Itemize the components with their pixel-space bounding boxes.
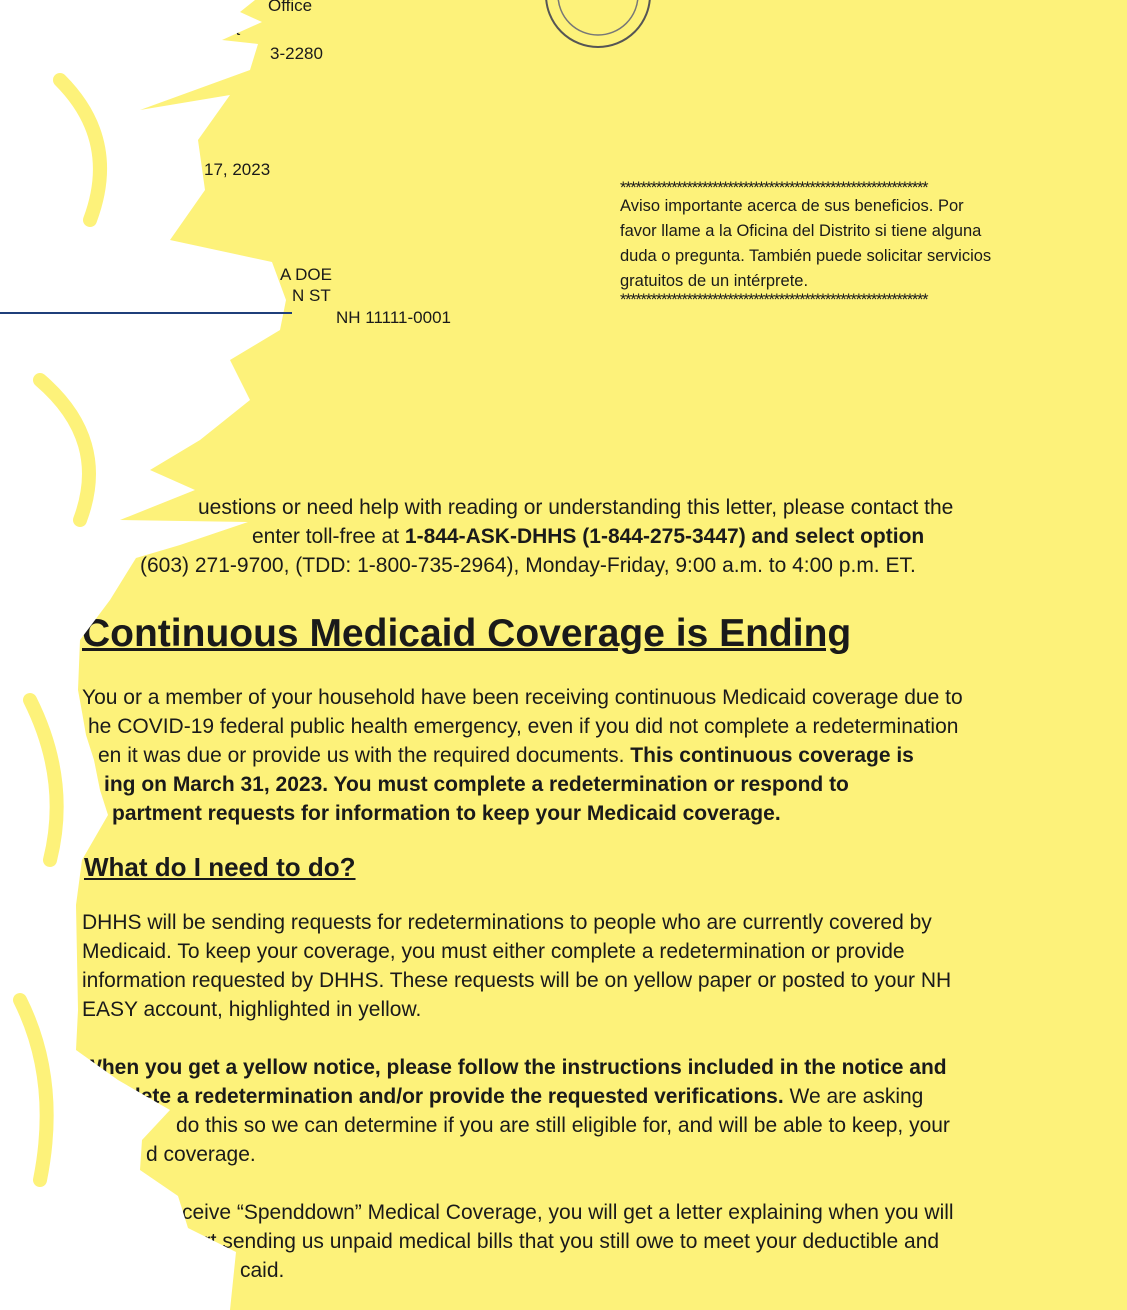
- text-segment: caid.: [240, 1259, 285, 1282]
- text-segment: art sending us unpaid medical bills that…: [192, 1230, 940, 1253]
- text-line: enter toll-free at 1-844-ASK-DHHS (1-844…: [252, 525, 924, 549]
- text-line: ing on March 31, 2023. You must complete…: [104, 773, 849, 797]
- text-segment: ing on March 31, 2023. You must complete…: [104, 773, 849, 796]
- text-line: partment requests for information to kee…: [112, 802, 781, 826]
- address-line: NH 11111-0001: [336, 308, 451, 327]
- text-line: Medicaid. To keep your coverage, you mus…: [82, 940, 905, 964]
- notice-line: gratuitos de un intérprete.: [620, 272, 809, 290]
- subheading: What do I need to do?: [84, 852, 356, 882]
- address-line: N ST: [292, 286, 331, 305]
- text-segment: You or a member of your household have b…: [82, 686, 963, 709]
- office: Office: [268, 0, 313, 15]
- text-segment: plete a redetermination and/or provide t…: [122, 1085, 784, 1108]
- text-segment: We are asking: [783, 1085, 924, 1108]
- text-line: do this so we can determine if you are s…: [176, 1114, 950, 1138]
- text-segment: DHHS will be sending requests for redete…: [82, 911, 932, 934]
- text-segment: When you get a yellow notice, please fol…: [82, 1056, 947, 1079]
- text-segment: enter toll-free at: [252, 525, 405, 548]
- date: 17, 2023: [204, 160, 271, 179]
- stars: ****************************************…: [620, 179, 929, 197]
- notice-line: favor llame a la Oficina del Distrito si…: [620, 222, 982, 240]
- text-segment: ceive “Spenddown” Medical Coverage, you …: [182, 1201, 954, 1224]
- text-line: (603) 271-9700, (TDD: 1-800-735-2964), M…: [140, 554, 916, 578]
- text-line: d coverage.: [146, 1143, 256, 1167]
- heading: Continuous Medicaid Coverage is Ending: [82, 612, 852, 655]
- text-line: uestions or need help with reading or un…: [198, 496, 953, 520]
- text-segment: en it was due or provide us with the req…: [98, 744, 631, 767]
- text-line: art sending us unpaid medical bills that…: [192, 1230, 939, 1254]
- text-segment: Medicaid. To keep your coverage, you mus…: [82, 940, 905, 963]
- text-segment: partment requests for information to kee…: [112, 802, 781, 825]
- text-line: he COVID-19 federal public health emerge…: [88, 715, 958, 739]
- text-segment: 1-844-ASK-DHHS (1-844-275-3447) and sele…: [404, 525, 925, 548]
- text-segment: This continuous coverage is: [630, 744, 914, 767]
- tear-mask: [0, 0, 286, 1310]
- text-segment: he COVID-19 federal public health emerge…: [88, 715, 959, 738]
- address-line: A DOE: [280, 265, 332, 284]
- text-line: information requested by DHHS. These req…: [82, 969, 951, 993]
- text-segment: EASY account, highlighted in yellow.: [82, 998, 422, 1021]
- text-line: When you get a yellow notice, please fol…: [82, 1056, 947, 1080]
- phone: 3-2280: [270, 44, 323, 63]
- text-line: EASY account, highlighted in yellow.: [82, 998, 421, 1022]
- text-segment: d coverage.: [146, 1143, 256, 1166]
- text-segment: (603) 271-9700, (TDD: 1-800-735-2964), M…: [140, 554, 916, 577]
- text-line: caid.: [240, 1259, 284, 1283]
- seal: [545, 0, 651, 48]
- text-segment: do this so we can determine if you are s…: [176, 1114, 950, 1137]
- notice-line: duda o pregunta. También puede solicitar…: [620, 247, 992, 265]
- text-line: plete a redetermination and/or provide t…: [122, 1085, 923, 1109]
- text-segment: information requested by DHHS. These req…: [82, 969, 952, 992]
- yellow-streak: [13, 73, 107, 1187]
- notice-line: Aviso importante acerca de sus beneficio…: [620, 197, 964, 215]
- text-line: ceive “Spenddown” Medical Coverage, you …: [182, 1201, 954, 1225]
- seal-inner: [557, 0, 639, 36]
- text-line: DHHS will be sending requests for redete…: [82, 911, 932, 935]
- text-segment: uestions or need help with reading or un…: [198, 496, 954, 519]
- text-line: You or a member of your household have b…: [82, 686, 963, 710]
- text-line: en it was due or provide us with the req…: [98, 744, 914, 768]
- stars: ****************************************…: [620, 291, 929, 309]
